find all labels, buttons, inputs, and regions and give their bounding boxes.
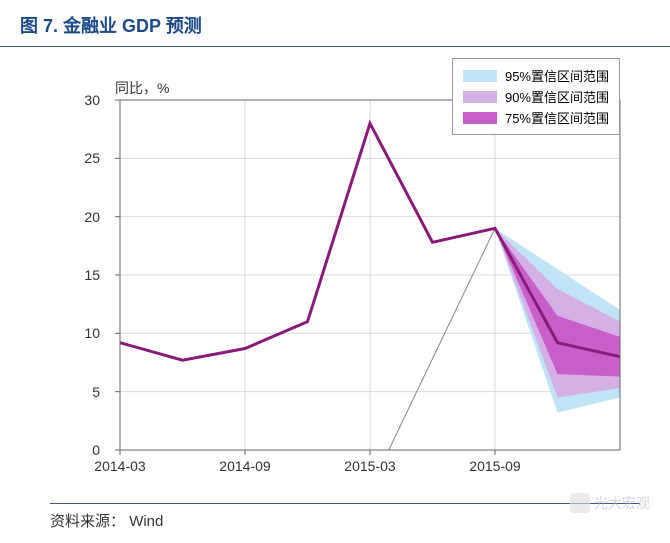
chart-title: 图 7. 金融业 GDP 预测: [20, 12, 650, 38]
y-axis-label: 同比，%: [115, 78, 169, 98]
y-tick-label: 30: [70, 92, 100, 108]
y-tick-label: 25: [70, 150, 100, 166]
source-value: Wind: [129, 513, 163, 530]
legend-row-ci75: 75%置信区间范围: [463, 107, 609, 128]
legend-swatch: [463, 112, 497, 124]
legend-row-ci95: 95%置信区间范围: [463, 65, 609, 86]
y-tick-label: 0: [70, 442, 100, 458]
y-tick-label: 15: [70, 267, 100, 283]
legend-label: 95%置信区间范围: [505, 66, 609, 85]
legend-swatch: [463, 70, 497, 82]
legend-row-ci90: 90%置信区间范围: [463, 86, 609, 107]
y-tick-label: 10: [70, 325, 100, 341]
legend: 95%置信区间范围 90%置信区间范围 75%置信区间范围: [452, 58, 620, 135]
x-tick-label: 2015-03: [344, 458, 395, 474]
x-tick-label: 2014-09: [219, 458, 270, 474]
source-line: 资料来源： Wind: [50, 503, 640, 531]
y-tick-label: 20: [70, 209, 100, 225]
x-tick-label: 2015-09: [469, 458, 520, 474]
y-tick-label: 5: [70, 384, 100, 400]
watermark: 光大宏观: [570, 493, 650, 513]
watermark-text: 光大宏观: [594, 493, 650, 513]
x-tick-label: 2014-03: [94, 458, 145, 474]
legend-label: 75%置信区间范围: [505, 108, 609, 127]
legend-swatch: [463, 91, 497, 103]
wechat-icon: [570, 493, 590, 513]
legend-label: 90%置信区间范围: [505, 87, 609, 106]
source-label: 资料来源：: [50, 513, 125, 530]
